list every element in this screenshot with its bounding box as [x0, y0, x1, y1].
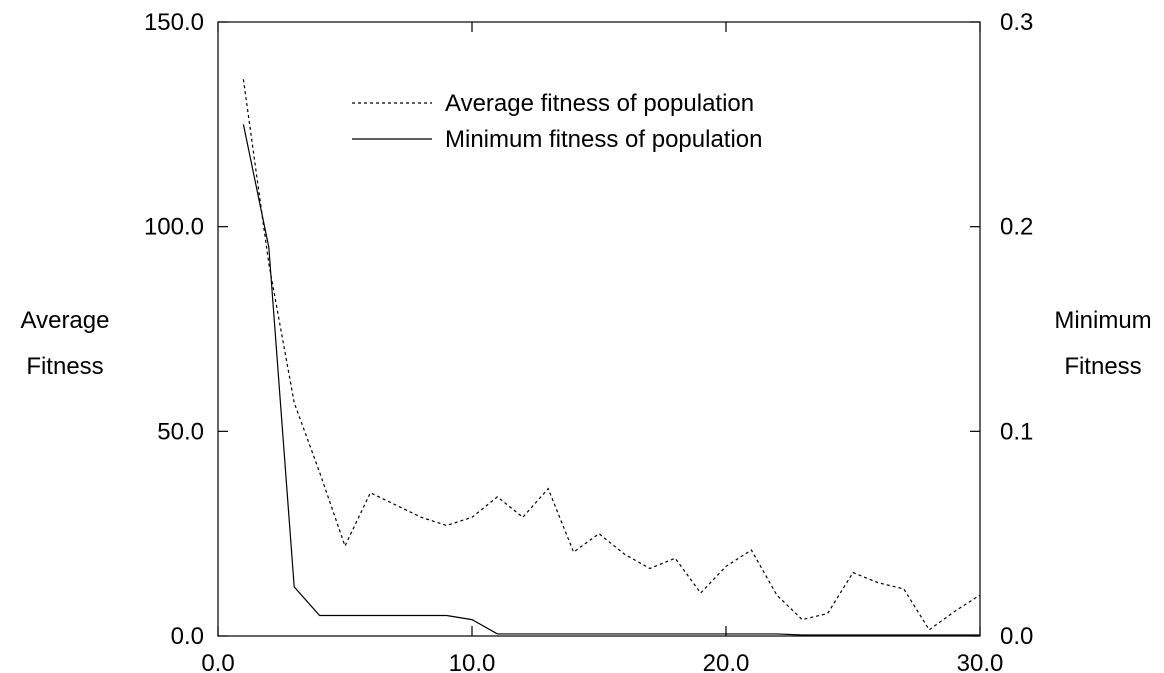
- y-left-tick-label: 50.0: [157, 418, 204, 445]
- x-tick-label: 30.0: [957, 650, 1004, 673]
- plot-frame: [217, 21, 981, 637]
- y-left-tick-label: 0.0: [171, 623, 204, 650]
- y-right-tick-label: 0.1: [1000, 418, 1033, 445]
- x-tick-label: 20.0: [703, 650, 750, 673]
- series-line-minimum-fitness: [242, 124, 980, 636]
- right-axis-title-line1: Minimum: [1054, 307, 1151, 334]
- legend: Average fitness of population Minimum fi…: [352, 90, 762, 153]
- series-line-average-fitness: [242, 79, 981, 631]
- x-tick-label: 10.0: [449, 650, 496, 673]
- left-axis-title-line2: Fitness: [26, 353, 103, 380]
- y-right-tick-label: 0.2: [1000, 214, 1033, 241]
- left-axis-title-line1: Average: [21, 307, 110, 334]
- y-right-tick-label: 0.0: [1000, 623, 1033, 650]
- legend-label-average: Average fitness of population: [445, 90, 754, 117]
- legend-label-minimum: Minimum fitness of population: [445, 126, 762, 153]
- series-layer: [242, 79, 981, 636]
- tick-labels-layer: 0.0 10.0 20.0 30.00.050.0100.0150.00.00.10.…: [144, 9, 1033, 673]
- y-left-tick-label: 150.0: [144, 9, 204, 36]
- x-tick-label: 0.0: [201, 650, 234, 673]
- y-left-tick-label: 100.0: [144, 214, 204, 241]
- right-axis-title-line2: Fitness: [1064, 353, 1141, 380]
- y-right-tick-label: 0.3: [1000, 9, 1033, 36]
